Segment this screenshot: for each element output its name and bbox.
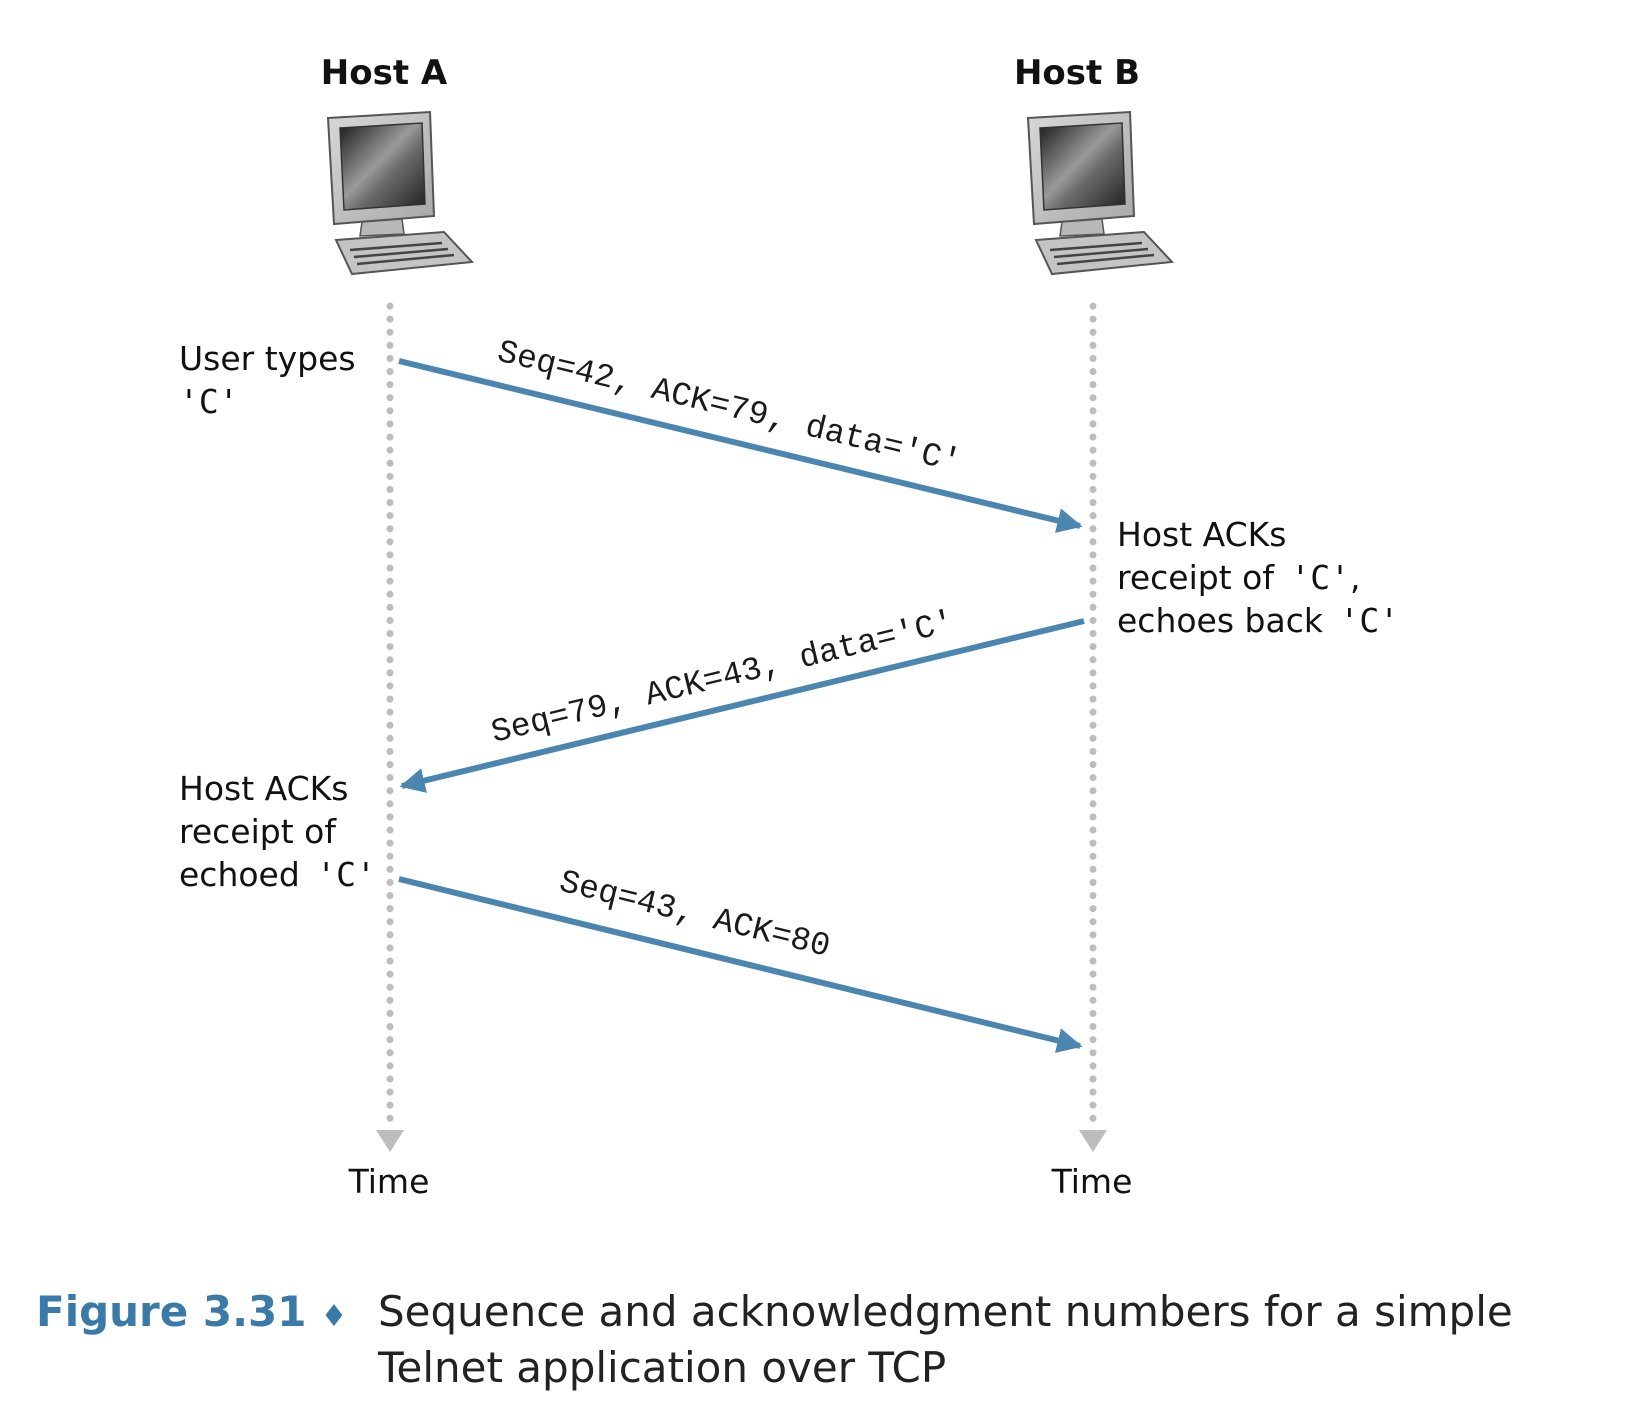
note-host-a-line2: receipt of bbox=[179, 812, 337, 851]
figure-caption: Figure 3.31 ♦ Sequence and acknowledgment… bbox=[36, 1284, 1606, 1392]
note-host-b-line2: receipt of 'C', bbox=[1117, 558, 1361, 597]
message-arrow-1 bbox=[398, 358, 1083, 533]
message-label-1: Seq=42, ACK=79, data='C' bbox=[494, 334, 965, 482]
message-arrow-2 bbox=[399, 618, 1085, 793]
note-host-a-line1: Host ACKs bbox=[179, 769, 349, 808]
host-b-title: Host B bbox=[1014, 53, 1140, 93]
host-b-time-label: Time bbox=[1051, 1162, 1133, 1201]
note-host-b-line3: echoes back 'C' bbox=[1117, 601, 1399, 640]
message-arrow-3 bbox=[398, 876, 1083, 1053]
host-a-time-label: Time bbox=[348, 1162, 430, 1201]
figure-number: Figure 3.31 bbox=[36, 1287, 307, 1336]
note-host-a-line3: echoed 'C' bbox=[179, 855, 376, 894]
caption-separator-icon: ♦ bbox=[320, 1299, 348, 1334]
computer-icon bbox=[326, 110, 475, 276]
computer-icon bbox=[1026, 110, 1175, 276]
caption-text: Sequence and acknowledgment numbers for … bbox=[378, 1287, 1513, 1392]
note-user-types-char: 'C' bbox=[179, 382, 239, 421]
message-label-2: Seq=79, ACK=43, data='C' bbox=[488, 604, 959, 752]
note-user-types-line1: User types bbox=[179, 339, 356, 378]
host-b-timeline-arrowhead bbox=[1079, 1130, 1107, 1152]
host-a-timeline-arrowhead bbox=[376, 1130, 404, 1152]
host-a-title: Host A bbox=[321, 53, 448, 93]
note-host-b-line1: Host ACKs bbox=[1117, 515, 1287, 554]
